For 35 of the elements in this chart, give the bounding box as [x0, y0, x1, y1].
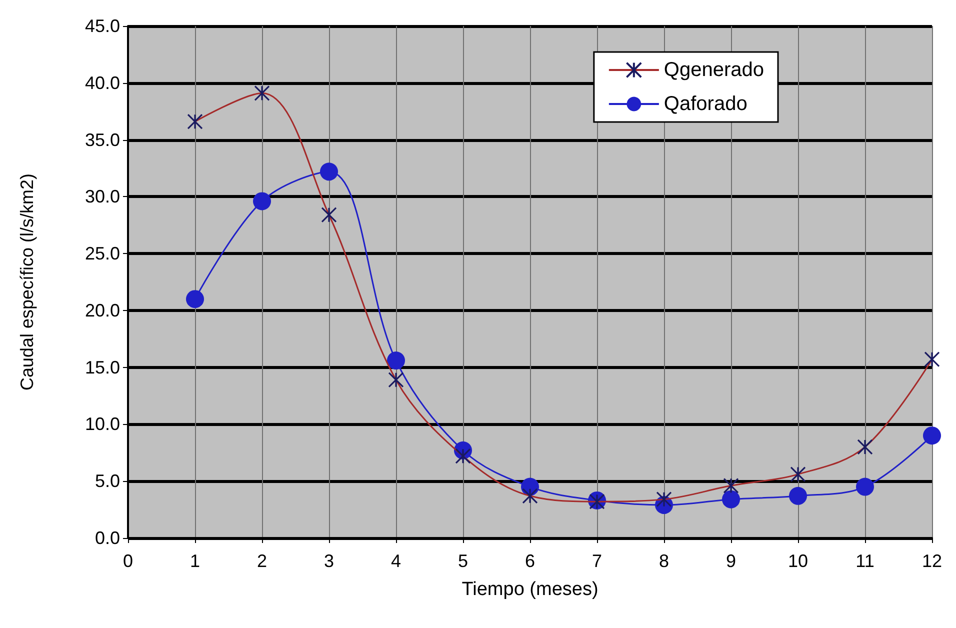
y-tick-label: 0.0: [94, 528, 120, 548]
point: [186, 290, 204, 308]
legend-label: Qgenerado: [664, 59, 764, 81]
x-axis-title: Tiempo (meses): [462, 579, 598, 600]
x-tick-label: 7: [592, 551, 602, 571]
x-tick-label: 4: [390, 551, 402, 571]
point: [320, 162, 338, 181]
x-tick-label: 0: [122, 551, 134, 571]
y-tick-label: 25.0: [84, 244, 120, 264]
point: [789, 486, 807, 505]
x-tick-label: 10: [788, 551, 808, 571]
y-tick-label: 45.0: [84, 16, 120, 36]
point: [923, 426, 941, 445]
point: [387, 352, 405, 370]
y-tick-label: 35.0: [84, 130, 120, 150]
point: [856, 478, 874, 496]
point: [722, 490, 740, 508]
y-tick-label: 20.0: [84, 300, 120, 320]
point: [253, 192, 271, 210]
x-tick-label: 2: [256, 551, 268, 571]
x-tick-label: 11: [856, 551, 874, 571]
x-tick-label: 9: [726, 551, 736, 571]
x-tick-label: 5: [458, 551, 468, 571]
y-tick-label: 40.0: [84, 72, 120, 93]
y-axis-title: Caudal específico (l/s/km2): [17, 173, 37, 391]
y-tick-label: 5.0: [94, 471, 120, 492]
x-tick-label: 1: [190, 551, 200, 571]
y-tick-label: 15.0: [84, 357, 120, 378]
x-tick-label: 3: [324, 551, 334, 571]
y-tick-label: 10.0: [84, 414, 120, 434]
y-tick-label: 30.0: [84, 186, 120, 207]
x-tick-label: 8: [658, 551, 670, 571]
x-tick-label: 12: [922, 551, 942, 571]
legend-label: Qaforado: [664, 93, 748, 115]
x-tick-label: 6: [524, 551, 536, 571]
